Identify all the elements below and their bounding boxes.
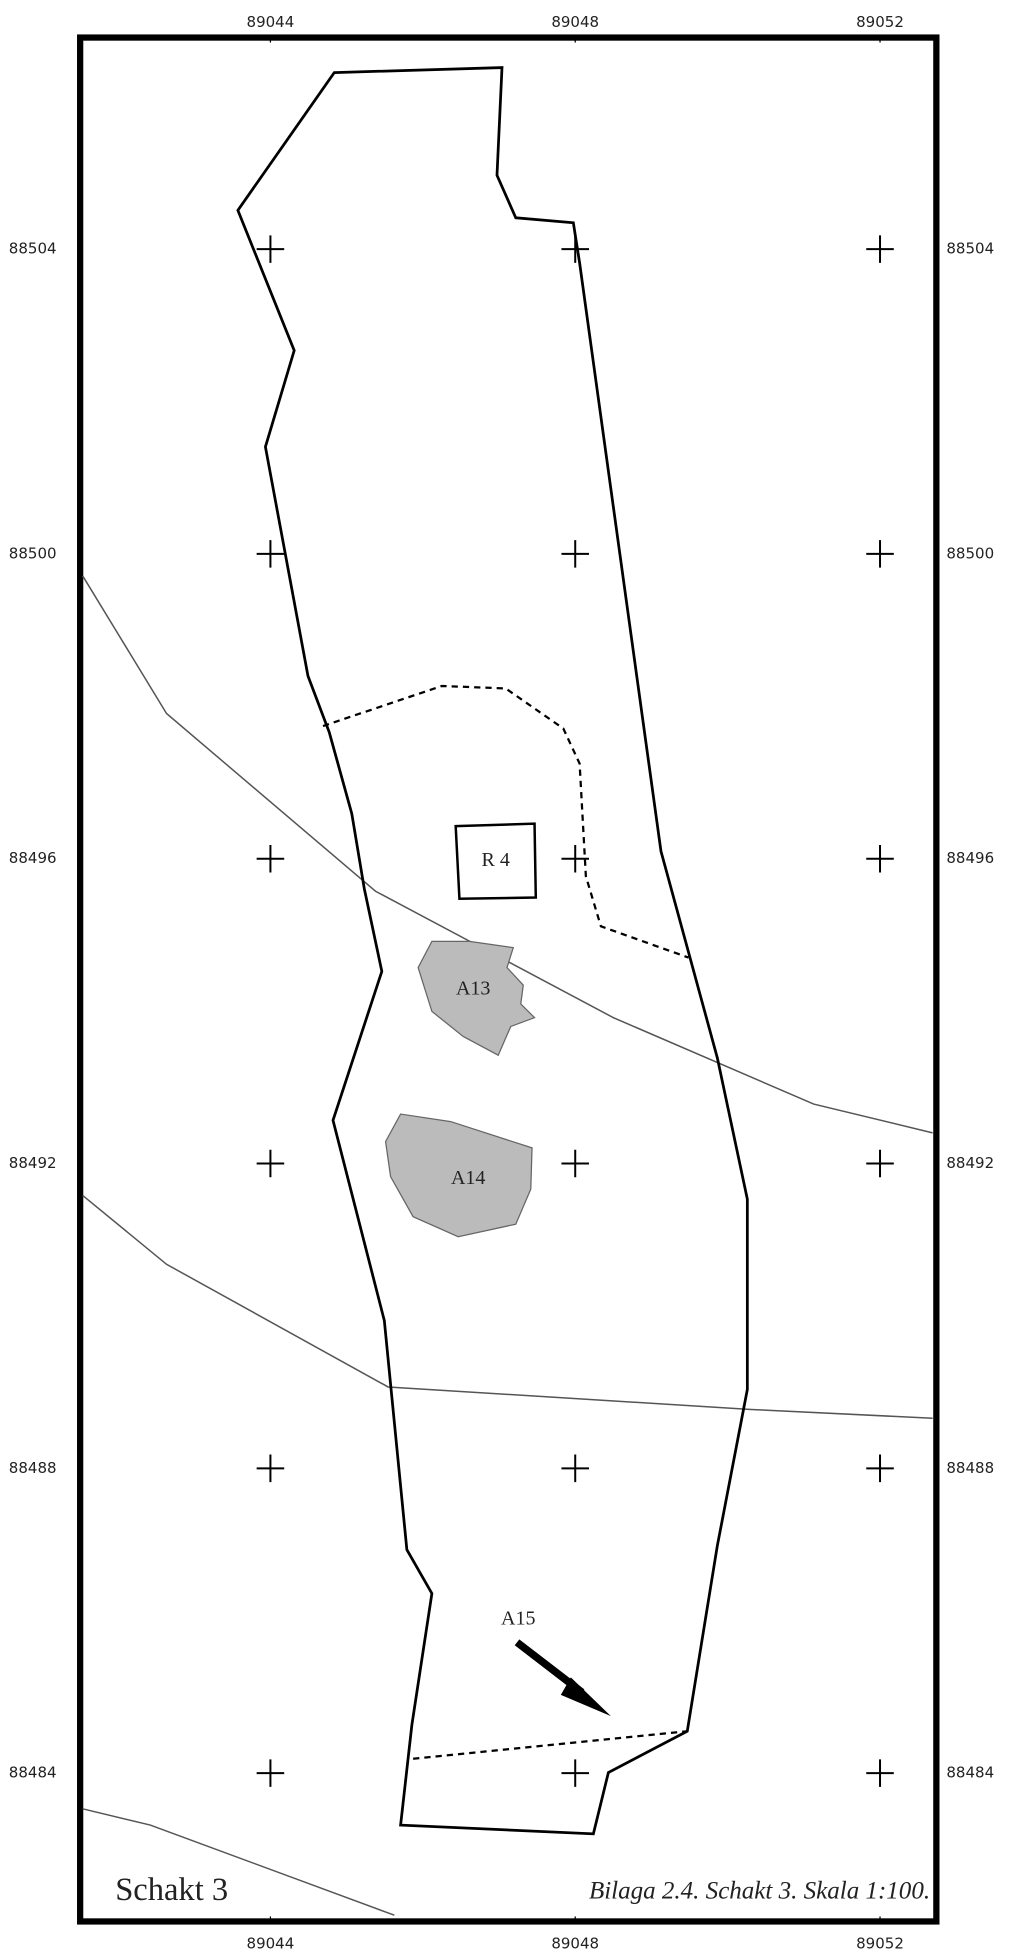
y-coord-label: 88484 [946,1764,994,1782]
a15-label: A15 [501,1607,535,1629]
dashed-boundary [413,1730,688,1760]
r4-box [454,822,538,901]
dashed-boundaries [322,684,689,1760]
y-coord-label: 88504 [9,240,57,258]
grid-cross [866,1149,894,1178]
x-coord-label: 89048 [551,1934,599,1952]
coordinate-grid: 89044 89044 89048 89048 89052 89052 88504 88504… [9,13,994,1952]
y-coord-label: 88484 [9,1764,57,1782]
y-coord-label: 88500 [9,544,57,562]
x-coord-label: 89044 [247,13,295,31]
grid-cross [561,1759,589,1787]
y-coord-label: 88504 [946,240,994,258]
r4-label: R 4 [482,849,510,871]
dashed-boundary [322,684,689,959]
grid-cross [256,1454,285,1483]
grid-cross [866,540,894,568]
grid-cross [866,1454,894,1483]
y-coord-label: 88488 [946,1459,994,1477]
y-coord-label: 88492 [9,1154,57,1172]
x-coord-label: 89052 [856,13,904,31]
grid-cross [561,235,589,263]
grid-cross [256,844,285,873]
x-coord-label: 89052 [856,1934,904,1952]
grid-cross [866,1759,894,1787]
x-coord-label: 89048 [551,13,599,31]
contour-line [82,1808,395,1916]
map-title: Schakt 3 [115,1872,228,1908]
grid-cross [561,844,589,873]
grid-cross [866,235,894,263]
y-coord-label: 88488 [9,1459,57,1477]
y-coord-label: 88492 [946,1154,994,1172]
grid-cross [256,1149,285,1178]
a13-label: A13 [456,978,490,1000]
a13-area [417,940,536,1057]
grid-cross [561,540,589,568]
grid-cross [866,844,894,873]
contour-line [82,1194,933,1419]
a15-arrow-head [560,1677,611,1717]
grid-cross [256,540,285,568]
a14-area [384,1113,533,1238]
grid-cross [561,1149,589,1178]
grid-cross [256,1759,285,1787]
grid-cross [561,1454,589,1483]
a14-label: A14 [451,1167,485,1189]
map-caption: Bilaga 2.4. Schakt 3. Skala 1:100. [589,1877,930,1904]
grid-cross [256,235,285,263]
x-coord-label: 89044 [247,1934,295,1952]
y-coord-label: 88496 [946,849,994,867]
y-coord-label: 88496 [9,849,57,867]
y-coord-label: 88500 [946,544,994,562]
